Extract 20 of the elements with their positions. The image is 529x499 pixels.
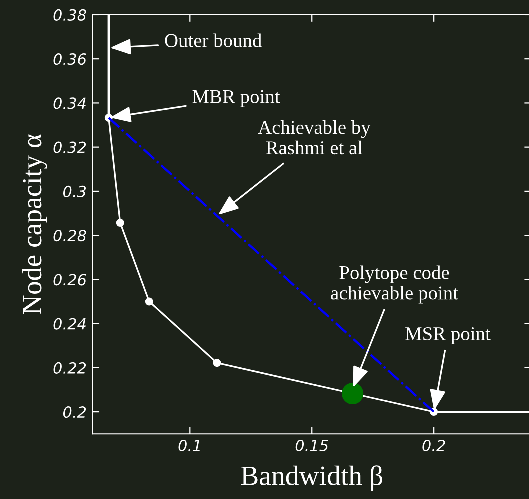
y-tick-label: 0.2: [63, 406, 86, 418]
y-axis-title: Node capacity α: [22, 134, 48, 314]
annotation: MSR point: [406, 327, 491, 344]
y-tick-label: 0.36: [54, 54, 86, 66]
y-tick-label: 0.38: [54, 9, 86, 21]
annotation: Polytope code achievable point: [331, 266, 458, 304]
x-tick-label: 0.2: [422, 440, 446, 452]
annotation: Achievable by Rashmi et al: [258, 120, 371, 155]
y-tick-label: 0.26: [54, 274, 86, 286]
y-tick-label: 0.22: [54, 362, 86, 374]
y-tick-label: 0.24: [54, 318, 86, 330]
x-tick-label: 0.1: [178, 440, 200, 452]
y-tick-label: 0.32: [54, 142, 86, 154]
x-tick-label: 0.15: [296, 440, 328, 452]
y-tick-label: 0.34: [54, 98, 86, 110]
x-axis-title: Bandwidth β: [241, 466, 382, 492]
annotation: MBR point: [192, 90, 280, 108]
y-tick-label: 0.28: [54, 230, 86, 242]
annotation: Outer bound: [165, 34, 262, 48]
y-tick-label: 0.3: [63, 186, 86, 198]
